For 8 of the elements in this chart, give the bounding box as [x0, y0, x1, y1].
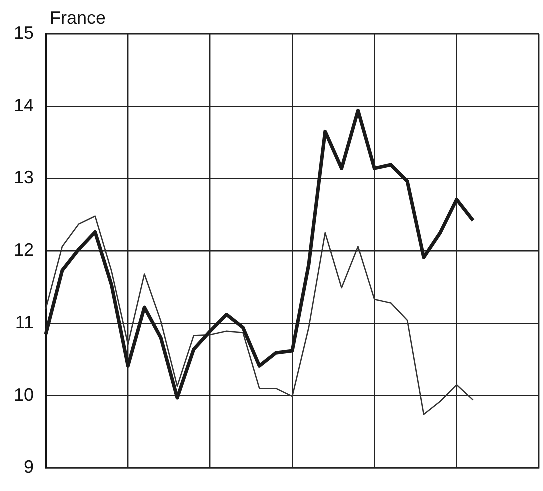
y-tick-label: 12 — [14, 240, 34, 260]
y-tick-label: 14 — [14, 95, 34, 116]
y-tick-label: 11 — [15, 312, 34, 332]
y-tick-label: 15 — [14, 22, 34, 43]
y-tick-label: 13 — [14, 168, 34, 188]
chart-title: France — [50, 8, 106, 28]
y-tick-label: 10 — [14, 384, 34, 405]
y-tick-label: 9 — [24, 457, 34, 478]
